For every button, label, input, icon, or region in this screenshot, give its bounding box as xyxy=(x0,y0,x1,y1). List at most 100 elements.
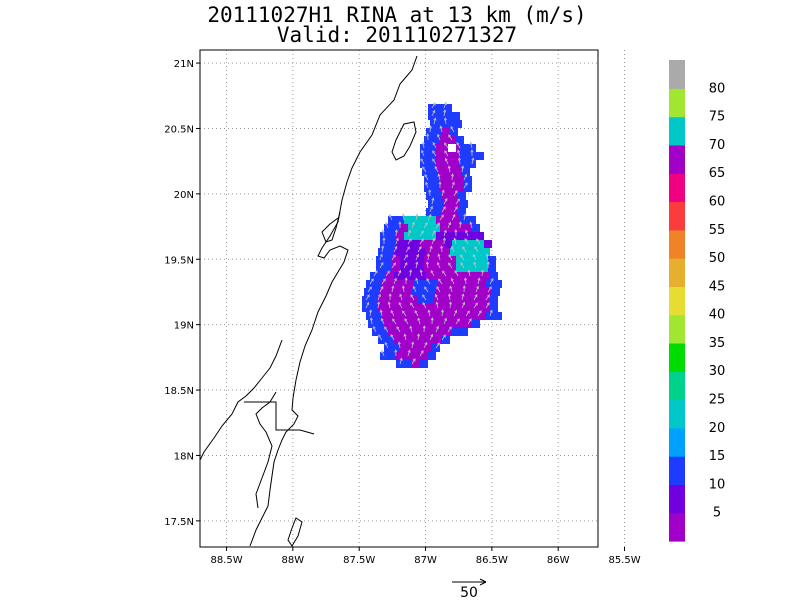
wind-arrowhead xyxy=(468,318,472,322)
wind-arrowhead xyxy=(382,237,386,241)
wind-arrow xyxy=(448,166,451,173)
wind-arrow xyxy=(477,278,480,285)
wind-arrow xyxy=(417,318,421,325)
wind-arrowhead xyxy=(425,261,429,265)
wind-arrowhead xyxy=(432,237,436,242)
wind-cell xyxy=(376,320,384,328)
wind-arrow xyxy=(435,326,439,333)
wind-arrow xyxy=(407,350,411,357)
wind-arrow xyxy=(396,326,401,333)
wind-arrow xyxy=(448,293,451,301)
wind-arrowhead xyxy=(444,101,447,105)
wind-cell xyxy=(380,328,388,336)
wind-arrowhead xyxy=(382,278,386,282)
colorbar-segment xyxy=(669,258,685,287)
wind-arrowhead xyxy=(394,229,398,233)
wind-cell xyxy=(460,160,468,168)
wind-arrow xyxy=(393,246,398,253)
colorbar-label: 60 xyxy=(709,194,726,209)
wind-cell xyxy=(470,280,478,288)
coastline-bay-inlet xyxy=(321,211,341,243)
wind-arrow xyxy=(462,246,467,253)
wind-arrowhead xyxy=(489,309,493,313)
wind-cell xyxy=(456,176,464,184)
wind-cell xyxy=(488,264,496,272)
wind-arrowhead xyxy=(369,317,373,321)
wind-arrowhead xyxy=(437,253,441,257)
wind-arrow xyxy=(390,334,395,341)
wind-arrowhead xyxy=(369,309,373,313)
wind-cell xyxy=(420,240,428,248)
lat-label: 19.5N xyxy=(164,255,194,266)
wind-cell xyxy=(408,264,416,272)
wind-cell xyxy=(436,232,444,240)
wind-cell xyxy=(434,272,442,280)
wind-cell xyxy=(412,232,420,240)
wind-arrow xyxy=(451,173,454,181)
wind-cell xyxy=(444,288,452,296)
wind-arrow xyxy=(381,318,385,325)
wind-cell xyxy=(444,216,452,224)
wind-cell xyxy=(432,256,440,264)
wind-arrowhead xyxy=(454,270,458,274)
wind-arrow xyxy=(461,294,464,301)
wind-arrowhead xyxy=(454,190,458,194)
wind-arrow xyxy=(382,230,385,237)
wind-cell xyxy=(396,232,404,240)
wind-arrowhead xyxy=(384,326,388,330)
wind-arrow xyxy=(414,310,419,317)
wind-cell xyxy=(454,280,462,288)
wind-arrowhead xyxy=(458,221,462,225)
colorbar-segment xyxy=(669,484,685,514)
wind-arrowhead xyxy=(436,342,440,346)
wind-arrowhead xyxy=(366,301,370,306)
wind-arrowhead xyxy=(419,269,423,273)
wind-arrowhead xyxy=(448,221,452,226)
wind-arrow xyxy=(440,126,443,133)
wind-arrowhead xyxy=(378,334,382,338)
wind-arrow xyxy=(443,102,447,109)
wind-cell xyxy=(404,360,412,368)
wind-arrow xyxy=(411,358,416,365)
wind-arrow xyxy=(463,214,466,221)
wind-cell xyxy=(434,128,442,136)
wind-cell xyxy=(440,176,448,184)
wind-cell xyxy=(458,248,466,256)
colorbar-segment xyxy=(669,314,685,344)
wind-arrowhead xyxy=(442,237,446,241)
wind-arrowhead xyxy=(429,245,433,249)
wind-arrowhead xyxy=(462,285,466,289)
wind-arrow xyxy=(443,318,447,325)
wind-arrowhead xyxy=(386,270,390,274)
wind-arrowhead xyxy=(443,229,447,233)
wind-arrow xyxy=(439,214,444,221)
wind-cell xyxy=(466,304,474,312)
wind-cell xyxy=(464,184,472,192)
wind-cell xyxy=(472,320,480,328)
wind-arrowhead xyxy=(450,245,454,250)
wind-cell xyxy=(428,352,436,360)
wind-arrowhead xyxy=(456,142,460,146)
wind-arrowhead xyxy=(450,126,454,130)
wind-arrowhead xyxy=(436,222,440,226)
wind-arrowhead xyxy=(463,277,468,281)
wind-cell xyxy=(438,120,446,128)
wind-arrowhead xyxy=(428,125,432,129)
wind-arrow xyxy=(389,214,393,221)
wind-arrow xyxy=(425,182,429,189)
wind-arrowhead xyxy=(412,285,416,290)
wind-arrowhead xyxy=(422,294,426,298)
wind-arrow xyxy=(485,294,490,301)
wind-cell xyxy=(446,120,454,128)
wind-arrow xyxy=(460,262,465,269)
wind-cell xyxy=(436,240,444,248)
wind-arrow xyxy=(431,110,436,117)
wind-arrow xyxy=(385,222,389,229)
wind-arrowhead xyxy=(486,294,490,298)
vector-key-label: 50 xyxy=(460,585,478,600)
wind-arrow xyxy=(407,230,411,237)
colorbar-segment xyxy=(669,371,685,401)
wind-arrow xyxy=(431,198,434,205)
wind-cell xyxy=(380,288,388,296)
wind-arrow xyxy=(398,342,401,349)
